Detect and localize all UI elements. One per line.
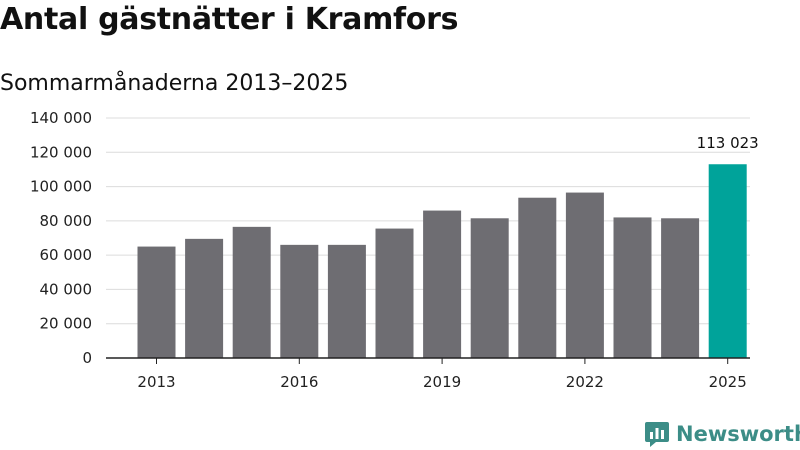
chart-subtitle: Sommarmånaderna 2013–2025 [0,71,349,96]
brand-name: Newsworthy [676,422,800,446]
bar-2025 [708,164,747,358]
y-tick-label: 20 000 [40,315,93,333]
y-tick-label: 120 000 [30,143,92,161]
bars [137,164,747,358]
y-axis-ticks: 0 20 000 40 000 60 000 80 000 100 000 120 000 1… [30,109,92,367]
y-tick-label: 100 000 [30,178,92,196]
y-tick-label: 140 000 [30,109,92,127]
x-tick-label: 2022 [566,373,604,391]
bar-2013 [137,246,176,358]
bar-2020 [470,218,509,358]
y-tick-label: 0 [82,349,92,367]
x-tick-label: 2016 [280,373,318,391]
newsworthy-logo-icon [645,421,669,447]
x-tick-label: 2019 [423,373,461,391]
x-tick-label: 2013 [137,373,175,391]
y-tick-label: 60 000 [40,246,93,264]
x-axis-ticks: 2013 2016 2019 2022 2025 [137,358,747,391]
bar-2015 [232,226,271,358]
data-label-2025: 113 023 [697,134,759,152]
data-labels: 113 023 [697,134,759,152]
bar-2022 [565,192,604,358]
bar-2021 [518,197,557,358]
bar-2018 [375,228,414,358]
chart-title: Antal gästnätter i Kramfors [0,2,459,37]
bar-2024 [661,218,700,358]
x-tick-label: 2025 [709,373,747,391]
bar-2014 [185,238,224,358]
bar-2019 [423,210,462,358]
brand-logo: Newsworthy [644,419,800,449]
bar-2023 [613,217,652,358]
bar-2016 [280,244,319,358]
y-tick-label: 80 000 [40,212,93,230]
bar-2017 [327,244,366,358]
y-tick-label: 40 000 [40,280,93,298]
